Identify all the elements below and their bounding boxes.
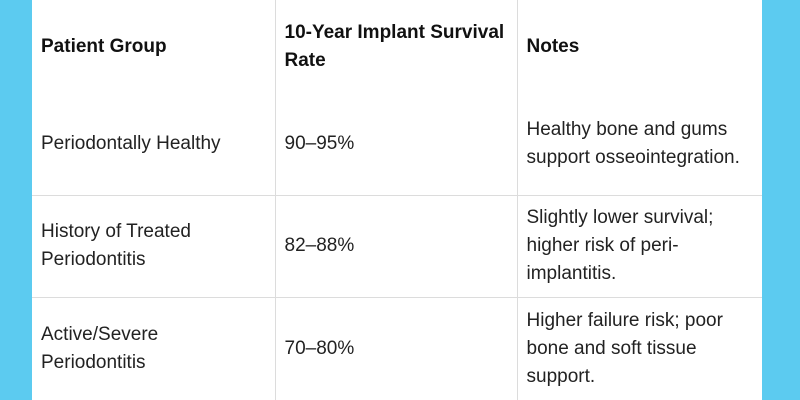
table-cell: History of Treated Periodontitis — [32, 194, 276, 299]
table-row: History of Treated Periodontitis 82–88% Sl… — [32, 194, 762, 299]
table-cell: 70–80% — [274, 297, 518, 400]
header-cell: 10-Year Implant Survival Rate — [274, 0, 518, 93]
header-row: Patient Group 10-Year Implant Survival Ra… — [32, 0, 762, 93]
table-cell: Active/Severe Periodontitis — [32, 297, 276, 400]
table-cell: 90–95% — [274, 93, 518, 196]
table-cell: 82–88% — [274, 194, 518, 299]
table: Patient Group 10-Year Implant Survival Ra… — [32, 0, 762, 400]
header-cell: Patient Group — [32, 0, 276, 93]
table-card: Patient Group 10-Year Implant Survival Ra… — [32, 0, 762, 400]
table-row: Active/Severe Periodontitis 70–80% Higher … — [32, 297, 762, 400]
table-cell: Healthy bone and gums support osseointeg… — [516, 93, 762, 196]
table-row: Periodontally Healthy 90–95% Healthy bone … — [32, 93, 762, 196]
table-cell: Slightly lower survival; higher risk of … — [516, 194, 762, 299]
table-cell: Higher failure risk; poor bone and soft … — [516, 297, 762, 400]
header-cell: Notes — [516, 0, 762, 93]
table-cell: Periodontally Healthy — [32, 93, 276, 196]
